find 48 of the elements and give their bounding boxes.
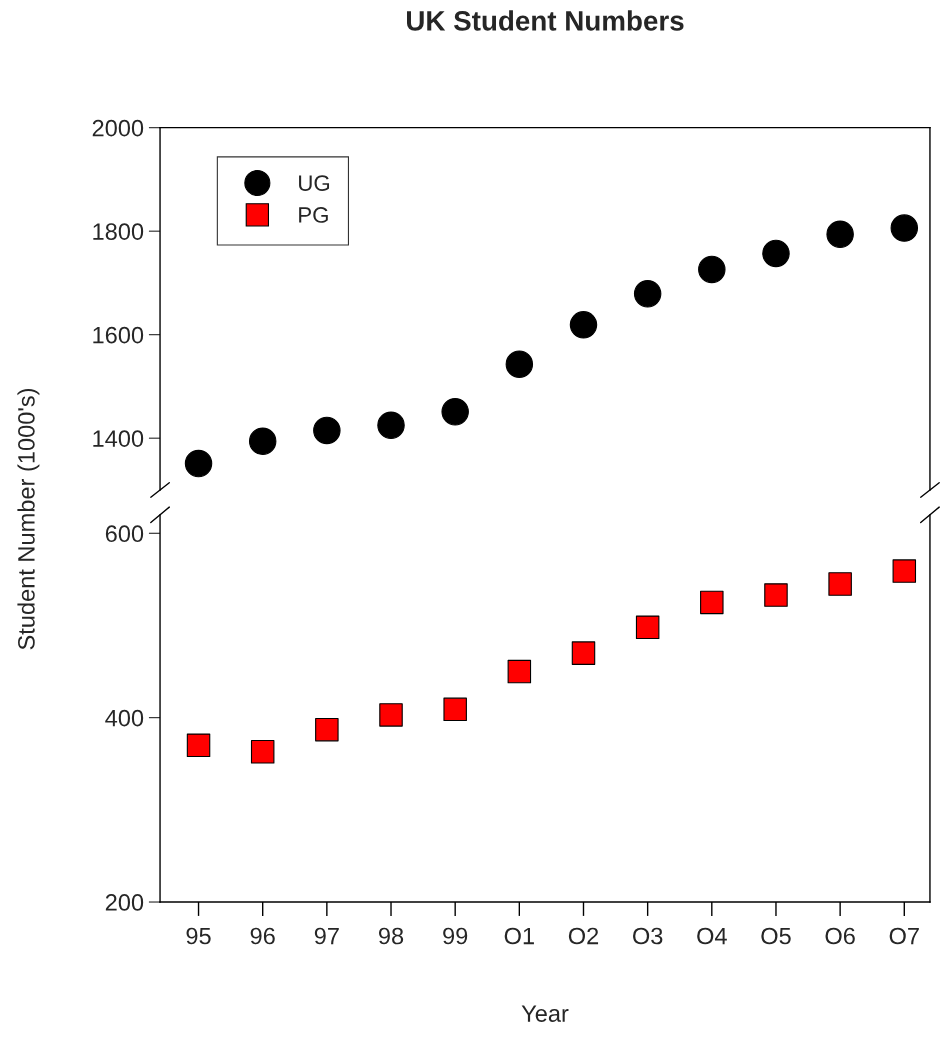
- point: [505, 350, 534, 378]
- point: [826, 220, 854, 249]
- point: [569, 311, 598, 339]
- x-tick-label: 97: [314, 927, 339, 945]
- y-tick-label: 2000: [92, 119, 144, 137]
- point: [571, 641, 596, 665]
- x-tick-label: O2: [568, 927, 599, 945]
- y-tick-label: 400: [105, 709, 144, 727]
- x-tick-label: 99: [443, 927, 468, 945]
- x-tick-label: 98: [378, 927, 404, 945]
- x-tick-label: O1: [504, 927, 534, 945]
- point: [892, 559, 917, 583]
- point: [700, 590, 724, 615]
- x-tick-label: O3: [633, 927, 663, 945]
- point: [315, 717, 339, 742]
- point: [635, 615, 660, 640]
- chart-title: UK Student Numbers: [407, 10, 684, 31]
- legend-label: UG: [299, 175, 330, 191]
- point: [507, 659, 532, 684]
- point: [313, 416, 341, 445]
- point: [762, 239, 790, 268]
- point: [633, 280, 662, 308]
- y-tick-label: 200: [105, 894, 144, 911]
- y-tick-label: 600: [105, 525, 144, 543]
- y-tick-label: 1400: [93, 430, 144, 447]
- x-tick-label: 96: [250, 927, 275, 945]
- point: [377, 411, 405, 439]
- point: [890, 214, 919, 242]
- point: [698, 255, 726, 284]
- x-axis-title: Year: [521, 1005, 569, 1022]
- y-tick-label: 1800: [93, 223, 144, 240]
- point: [186, 733, 211, 758]
- point: [443, 697, 467, 722]
- point: [441, 398, 469, 426]
- legend-label: PG: [299, 207, 328, 223]
- x-tick-label: O6: [825, 927, 855, 945]
- point: [764, 583, 788, 607]
- point: [828, 572, 852, 596]
- x-tick-label: O5: [761, 927, 791, 945]
- x-tick-label: O4: [697, 927, 727, 945]
- y-axis-title: Student Number (1000's): [17, 388, 40, 650]
- x-tick-label: 95: [186, 927, 211, 945]
- y-tick-label: 1600: [93, 326, 144, 344]
- x-tick-label: O7: [889, 927, 919, 945]
- point: [248, 427, 277, 456]
- point: [184, 449, 213, 478]
- point: [379, 703, 403, 727]
- point: [250, 740, 275, 764]
